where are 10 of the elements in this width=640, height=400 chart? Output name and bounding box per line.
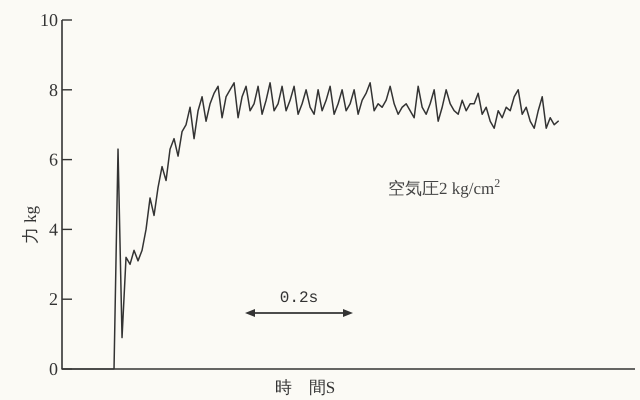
y-tick-label: 0 [49,359,58,379]
y-tick-label: 4 [49,219,58,240]
y-tick-label: 2 [49,289,58,310]
y-tick-label: 6 [49,150,58,170]
y-tick-label: 10 [40,10,58,30]
y-tick-label: 8 [49,80,58,100]
annotation: 0.2s [280,289,318,307]
x-axis-title: 時 間S [274,378,336,397]
annotation: 空気圧2 kg/cm$^{2}$ [388,176,500,198]
y-axis-title: 力 kg [21,205,40,244]
